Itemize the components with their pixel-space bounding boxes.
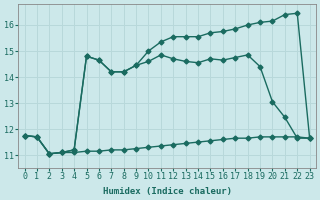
X-axis label: Humidex (Indice chaleur): Humidex (Indice chaleur) (103, 187, 232, 196)
